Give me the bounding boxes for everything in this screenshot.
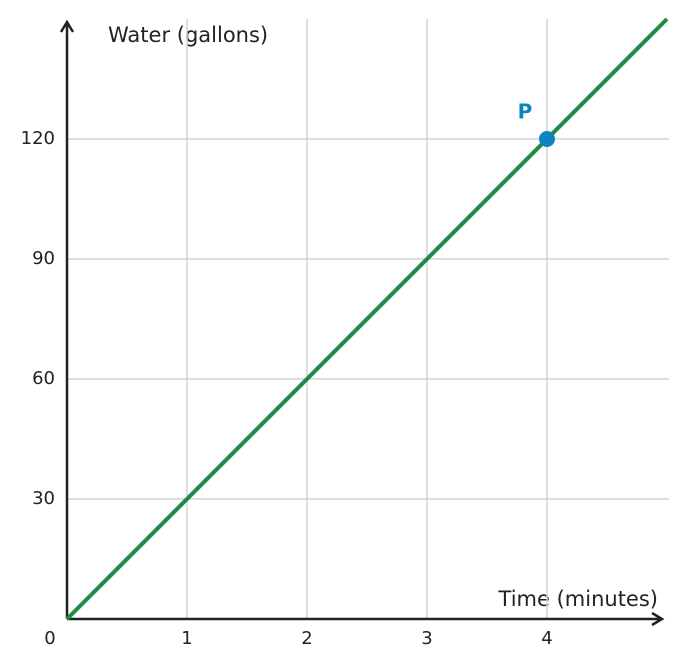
y-axis (59, 19, 75, 619)
y-tick-label: 60 (32, 368, 55, 389)
x-tick-label: 0 (44, 628, 55, 649)
line (65, 17, 669, 621)
x-tick-label: 1 (181, 628, 192, 649)
x-axis-label: Time (minutes) (498, 587, 658, 611)
point-label: P (518, 100, 533, 124)
point (539, 131, 555, 147)
y-tick-label: 120 (21, 128, 55, 149)
x-tick-label: 2 (301, 628, 312, 649)
x-axis (67, 611, 665, 627)
y-tick-label: 90 (32, 248, 55, 269)
x-tick-label: 4 (541, 628, 552, 649)
x-tick-label: 3 (421, 628, 432, 649)
y-axis-label: Water (gallons) (108, 23, 268, 47)
grid (67, 19, 669, 619)
y-tick-label: 30 (32, 488, 55, 509)
